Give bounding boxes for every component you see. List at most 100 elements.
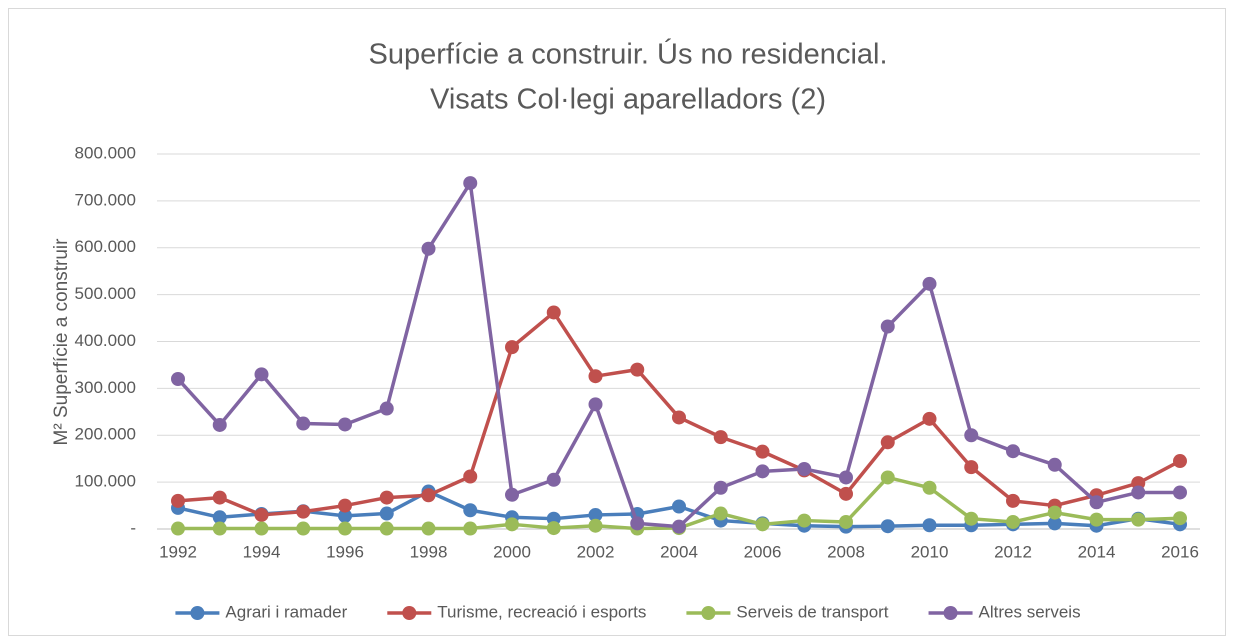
- data-point: [880, 519, 895, 534]
- y-axis-label: M² Superfície a construir: [51, 238, 72, 446]
- data-point: [421, 521, 436, 536]
- data-point: [1089, 495, 1104, 510]
- y-tick-label: 400.000: [75, 331, 136, 350]
- data-point: [1047, 505, 1062, 520]
- data-point: [922, 518, 937, 533]
- data-point: [797, 462, 812, 476]
- data-point: [713, 430, 728, 445]
- data-point: [964, 511, 979, 526]
- y-tick-label: 600.000: [75, 237, 136, 256]
- x-tick-label: 2000: [493, 542, 531, 561]
- data-point: [212, 417, 227, 432]
- x-tick-label: 2014: [1078, 542, 1116, 561]
- data-point: [379, 401, 394, 416]
- data-point: [463, 521, 478, 536]
- data-point: [588, 369, 603, 384]
- data-point: [755, 444, 770, 459]
- data-point: [212, 490, 227, 505]
- data-point: [588, 397, 603, 412]
- data-point: [1006, 493, 1020, 508]
- x-tick-label: 1998: [410, 542, 448, 561]
- legend-label: Agrari i ramader: [225, 602, 347, 621]
- data-point: [880, 435, 895, 450]
- data-point: [296, 504, 311, 519]
- data-point: [1006, 444, 1020, 459]
- data-point: [254, 367, 269, 382]
- data-point: [254, 507, 269, 522]
- legend-label: Turisme, recreació i esports: [437, 602, 646, 621]
- data-point: [755, 464, 770, 479]
- data-point: [1089, 512, 1104, 527]
- y-tick-label: 200.000: [75, 425, 136, 444]
- x-tick-label: 2006: [744, 542, 782, 561]
- data-point: [922, 480, 937, 495]
- data-point: [630, 516, 645, 531]
- y-tick-label: 800.000: [75, 143, 136, 162]
- x-tick-label: 2016: [1161, 542, 1199, 561]
- data-point: [463, 469, 478, 484]
- data-point: [1173, 485, 1187, 500]
- data-point: [171, 372, 185, 386]
- data-point: [505, 487, 519, 502]
- legend-marker: [190, 606, 205, 620]
- data-point: [379, 506, 394, 521]
- legend-marker: [701, 606, 716, 620]
- data-point: [421, 488, 436, 503]
- data-point: [672, 410, 686, 425]
- data-point: [338, 498, 352, 513]
- data-point: [171, 521, 185, 536]
- x-tick-label: 2004: [660, 542, 698, 561]
- data-point: [171, 493, 185, 508]
- data-point: [1047, 457, 1062, 472]
- data-point: [588, 507, 603, 522]
- data-point: [463, 176, 478, 191]
- data-point: [1047, 516, 1062, 531]
- data-point: [463, 503, 478, 518]
- y-tick-label: 500.000: [75, 284, 136, 303]
- data-point: [421, 241, 436, 256]
- y-tick-label: -: [130, 518, 136, 537]
- x-tick-label: 2008: [827, 542, 865, 561]
- data-point: [922, 411, 937, 426]
- data-point: [797, 513, 812, 528]
- data-point: [546, 472, 561, 487]
- data-point: [338, 417, 352, 432]
- data-point: [672, 499, 686, 514]
- data-point: [839, 514, 853, 529]
- data-point: [588, 518, 603, 533]
- data-point: [1173, 511, 1187, 526]
- data-point: [1006, 514, 1020, 529]
- y-tick-label: 300.000: [75, 378, 136, 397]
- data-point: [713, 480, 728, 495]
- data-point: [212, 510, 227, 525]
- data-point: [755, 517, 770, 532]
- data-point: [839, 470, 853, 485]
- data-point: [296, 521, 311, 536]
- legend-marker: [943, 606, 958, 620]
- chart-border: [8, 8, 1226, 636]
- data-point: [546, 305, 561, 320]
- x-tick-label: 1996: [326, 542, 364, 561]
- data-point: [338, 521, 352, 536]
- data-point: [1173, 454, 1187, 469]
- legend-marker: [402, 606, 417, 620]
- data-point: [505, 517, 519, 532]
- data-point: [379, 490, 394, 505]
- x-tick-label: 2012: [994, 542, 1032, 561]
- data-point: [296, 416, 311, 431]
- data-point: [338, 508, 352, 523]
- data-point: [630, 362, 645, 377]
- chart-title: Superfície a construir. Ús no residencia…: [368, 38, 887, 71]
- x-tick-label: 2010: [911, 542, 949, 561]
- data-point: [880, 470, 895, 485]
- data-point: [839, 486, 853, 501]
- y-tick-label: 100.000: [75, 472, 136, 491]
- legend-label: Altres serveis: [979, 602, 1081, 621]
- legend-label: Serveis de transport: [736, 602, 888, 621]
- data-point: [1131, 512, 1146, 527]
- data-point: [254, 521, 269, 536]
- data-point: [379, 521, 394, 536]
- chart-title: Visats Col·legi aparelladors (2): [430, 84, 826, 116]
- data-point: [546, 521, 561, 536]
